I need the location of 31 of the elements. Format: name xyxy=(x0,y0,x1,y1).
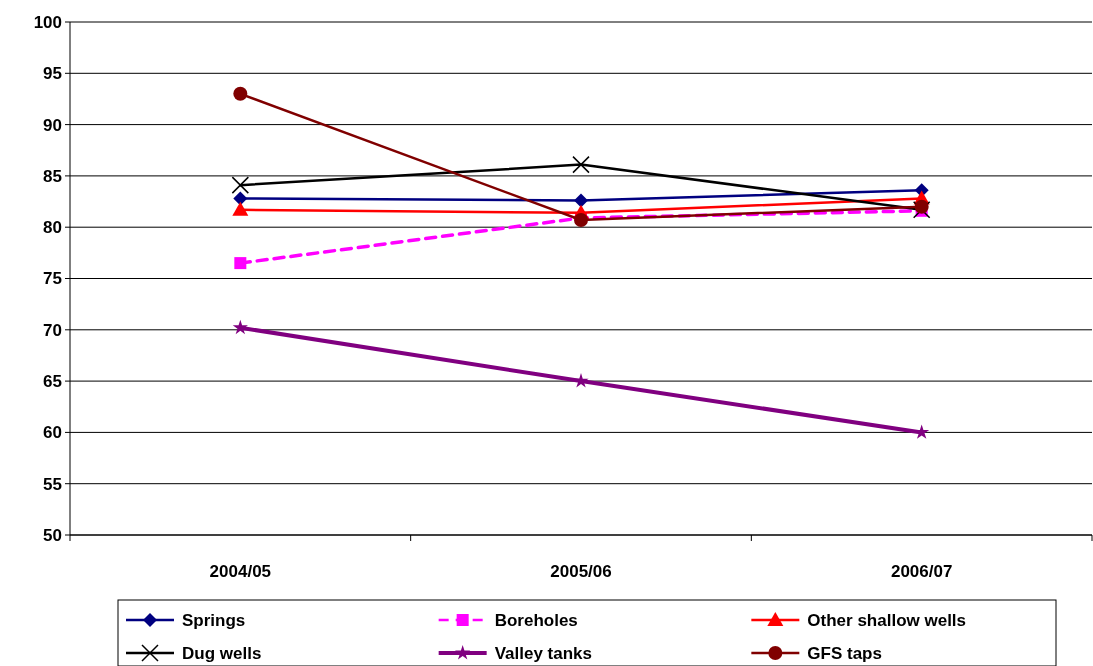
y-tick-label: 90 xyxy=(43,115,62,135)
point xyxy=(914,199,929,214)
y-tick-label: 80 xyxy=(43,218,62,238)
x-tick-label: 2006/07 xyxy=(890,562,953,581)
legend-label: Boreholes xyxy=(494,610,578,630)
point xyxy=(574,193,588,208)
y-tick-label: 60 xyxy=(43,423,62,443)
y-tick-label: 100 xyxy=(33,12,62,32)
y-tick-label: 50 xyxy=(43,525,62,545)
point xyxy=(233,191,248,206)
point xyxy=(572,155,590,174)
point xyxy=(574,213,588,228)
legend-label: Dug wells xyxy=(182,643,262,663)
legend-label: Other shallow wells xyxy=(807,610,967,630)
y-tick-label: 55 xyxy=(43,474,62,494)
point xyxy=(232,319,248,335)
y-tick-label: 95 xyxy=(43,64,62,84)
legend-label: GFS taps xyxy=(807,643,882,663)
y-tick-label: 85 xyxy=(43,166,62,186)
y-tick-label: 65 xyxy=(43,372,62,392)
point xyxy=(234,257,247,270)
y-tick-label: 75 xyxy=(43,269,62,289)
point xyxy=(573,373,589,388)
legend-label: Valley tanks xyxy=(494,643,593,663)
point xyxy=(231,176,250,194)
legend-label: Springs xyxy=(182,610,246,630)
x-tick-label: 2005/06 xyxy=(550,562,612,581)
y-tick-label: 70 xyxy=(43,320,62,340)
point xyxy=(232,201,249,216)
x-tick-label: 2004/05 xyxy=(209,562,272,581)
point xyxy=(233,86,248,101)
